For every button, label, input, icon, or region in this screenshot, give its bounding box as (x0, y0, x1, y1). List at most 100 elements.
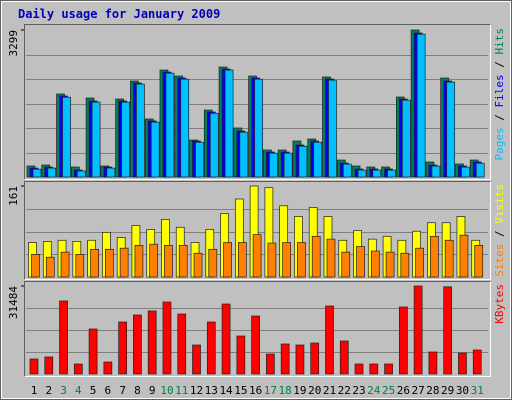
bar (269, 152, 278, 178)
legend-entry: KBytes (493, 284, 506, 324)
bar (60, 251, 70, 278)
bar (195, 141, 204, 178)
bar (280, 343, 290, 375)
bar (223, 242, 232, 278)
bar (459, 234, 469, 278)
x-tick-label: 10 (160, 384, 173, 397)
x-tick-label: 19 (293, 384, 306, 397)
bar (44, 356, 54, 375)
x-tick-label: 16 (249, 384, 262, 397)
legend-separator: / (493, 224, 506, 244)
bar (62, 96, 71, 178)
bar (461, 166, 470, 178)
chart-title: Daily usage for January 2009 (18, 7, 220, 21)
legend: Sites / Visits (493, 184, 506, 277)
bar (357, 169, 367, 178)
bar (149, 243, 159, 278)
bar (165, 72, 175, 178)
x-tick-label: 2 (45, 384, 52, 397)
legend-entry: Sites (493, 244, 506, 277)
bar (297, 242, 306, 278)
bar (415, 247, 424, 278)
bar (209, 112, 219, 178)
bar (430, 235, 439, 278)
bar (283, 152, 293, 178)
bar (354, 363, 364, 375)
x-tick-label: 25 (382, 384, 395, 397)
bar (76, 170, 86, 178)
bar (224, 69, 234, 178)
y-tick-label: 3299 (7, 30, 20, 57)
panel-shadow (24, 281, 491, 377)
x-tick-label: 6 (105, 384, 112, 397)
bar (369, 363, 379, 375)
x-tick-label: 11 (175, 384, 188, 397)
bar (251, 315, 260, 375)
bar (446, 81, 456, 178)
legend: KBytes (493, 284, 506, 324)
bar (221, 303, 231, 375)
x-tick-label: 15 (234, 384, 247, 397)
bar (136, 83, 145, 178)
panel-shadow (24, 181, 491, 280)
legend-entry: Hits (493, 28, 506, 55)
panel-shadow (24, 24, 491, 180)
bar (177, 313, 187, 375)
y-tick-label: 31484 (7, 286, 20, 319)
bar (88, 328, 98, 375)
x-tick-label: 30 (456, 384, 469, 397)
legend: Pages / Files / Hits (493, 28, 506, 161)
x-tick-label: 26 (397, 384, 410, 397)
bar (475, 162, 485, 178)
bar (282, 242, 292, 278)
bar (416, 33, 426, 178)
bar (266, 353, 275, 375)
bar (133, 314, 142, 375)
bar (399, 306, 408, 375)
bar (474, 244, 484, 278)
bar (370, 250, 380, 278)
bar (178, 244, 188, 278)
bar (90, 248, 99, 278)
x-tick-label: 18 (279, 384, 292, 397)
y-tick-label: 161 (7, 186, 20, 206)
bar (387, 169, 396, 178)
legend-entry: Files (493, 74, 506, 107)
bar (400, 252, 410, 278)
bar (356, 246, 365, 278)
bar (75, 254, 85, 278)
legend-separator: / (493, 55, 506, 75)
bar (206, 321, 216, 375)
bar (150, 121, 160, 178)
bar (32, 168, 42, 178)
x-tick-label: 28 (426, 384, 439, 397)
bar (341, 251, 351, 278)
bar (59, 300, 68, 375)
bar (313, 141, 323, 178)
bar (384, 363, 393, 375)
x-tick-label: 20 (308, 384, 321, 397)
bar (208, 248, 218, 278)
bar (443, 286, 453, 375)
bar (180, 78, 190, 178)
x-tick-label: 14 (219, 384, 233, 397)
bar (147, 310, 157, 375)
bar (372, 169, 382, 178)
bar (431, 165, 441, 178)
bar (444, 239, 454, 278)
legend-separator: / (493, 108, 506, 128)
bar (326, 238, 336, 278)
bar (295, 344, 305, 375)
bar (254, 78, 263, 178)
bar (385, 251, 395, 278)
x-tick-label: 9 (149, 384, 156, 397)
bar (105, 248, 114, 278)
bar (413, 285, 423, 375)
x-tick-label: 1 (31, 384, 38, 397)
bar (118, 321, 127, 375)
bar (45, 256, 55, 278)
bar (193, 252, 203, 278)
x-tick-label: 24 (367, 384, 381, 397)
